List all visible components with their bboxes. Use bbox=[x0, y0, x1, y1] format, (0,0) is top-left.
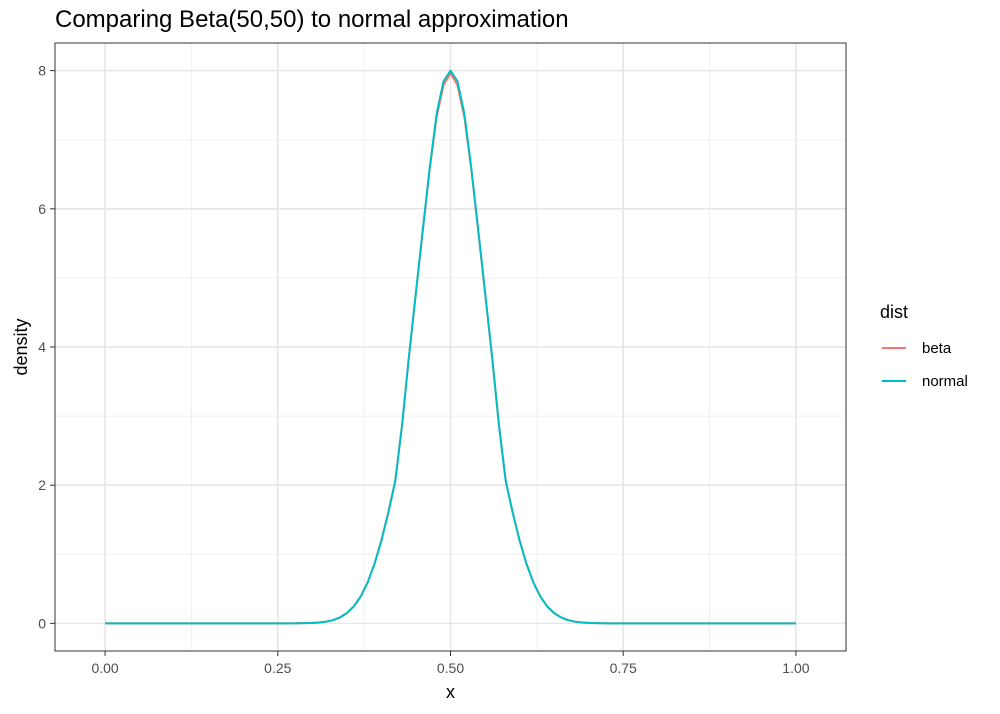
x-tick-label: 0.50 bbox=[437, 660, 464, 676]
y-tick-label: 6 bbox=[38, 201, 46, 217]
legend-title: dist bbox=[880, 302, 908, 322]
x-axis-ticks: 0.00 0.25 0.50 0.75 1.00 bbox=[91, 651, 810, 676]
chart-title: Comparing Beta(50,50) to normal approxim… bbox=[55, 6, 569, 33]
y-axis-title: density bbox=[11, 318, 31, 375]
x-tick-label: 0.75 bbox=[610, 660, 637, 676]
y-tick-label: 8 bbox=[38, 63, 46, 79]
series-layer bbox=[105, 69, 796, 625]
x-tick-label: 0.00 bbox=[91, 660, 118, 676]
series-line-normal bbox=[105, 69, 796, 625]
y-tick-label: 4 bbox=[38, 339, 46, 355]
legend-label-beta: beta bbox=[922, 340, 952, 357]
y-tick-label: 0 bbox=[38, 615, 46, 631]
legend: dist beta normal bbox=[880, 302, 968, 390]
x-axis-title: x bbox=[446, 682, 455, 702]
legend-label-normal: normal bbox=[922, 373, 968, 390]
y-tick-label: 2 bbox=[38, 477, 46, 493]
y-axis-ticks: 0 2 4 6 8 bbox=[38, 63, 55, 631]
grid-major bbox=[55, 43, 846, 651]
x-tick-label: 1.00 bbox=[782, 660, 809, 676]
x-tick-label: 0.25 bbox=[264, 660, 291, 676]
